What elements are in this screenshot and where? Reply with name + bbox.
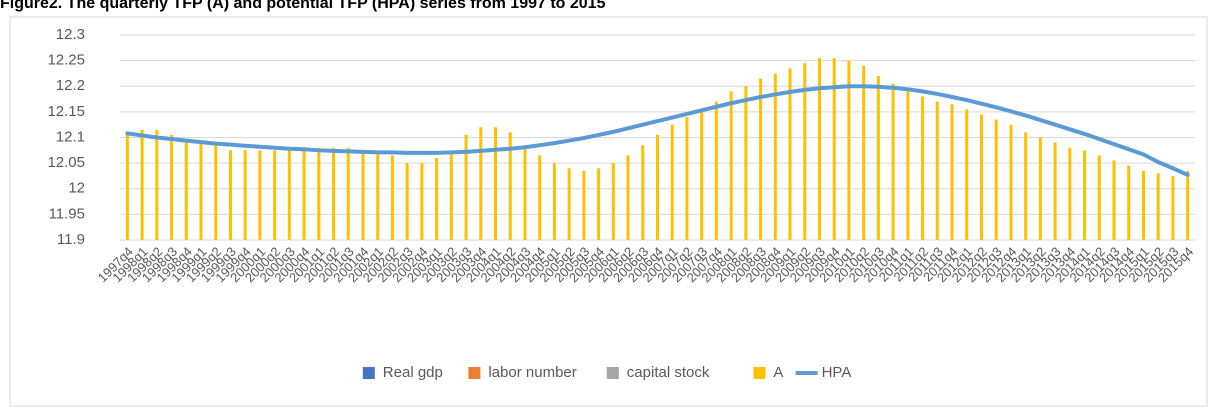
bar (611, 163, 615, 240)
bar (1068, 147, 1072, 240)
y-tick-label: 12.15 (47, 103, 85, 120)
bar (361, 150, 365, 240)
bar (597, 168, 601, 240)
bar (214, 145, 218, 240)
bar (965, 109, 969, 240)
bar (773, 73, 777, 240)
bar (1171, 175, 1175, 240)
bar (155, 129, 159, 240)
bar (170, 134, 174, 240)
legend-label: labor number (488, 364, 576, 381)
bar (921, 96, 925, 240)
bar (670, 124, 674, 240)
bar (332, 147, 336, 240)
bar (435, 158, 439, 240)
chart-title: Figure2. The quarterly TFP (A) and poten… (0, 0, 606, 12)
bar (641, 145, 645, 240)
legend-swatch (468, 367, 481, 379)
bar (479, 127, 483, 240)
y-tick-label: 12.2 (56, 77, 85, 94)
bar (935, 101, 939, 240)
bar (994, 119, 998, 240)
bar (876, 76, 880, 240)
bar (582, 170, 586, 240)
bar (714, 101, 718, 240)
bar (508, 132, 512, 240)
bar (1112, 160, 1116, 240)
bar (950, 104, 954, 240)
legend-label: capital stock (627, 364, 710, 381)
bar (1038, 137, 1042, 240)
bar (700, 109, 704, 240)
bar (817, 58, 821, 240)
bar (538, 155, 542, 240)
y-tick-label: 11.9 (57, 231, 85, 248)
legend-label: Real gdp (383, 364, 443, 381)
y-tick-label: 12 (68, 180, 85, 197)
bar (287, 150, 291, 240)
bar (803, 63, 807, 240)
bar (626, 155, 630, 240)
bar (862, 65, 866, 240)
bar (656, 134, 659, 240)
bar (1097, 155, 1101, 240)
bar (125, 132, 129, 240)
bar (376, 152, 380, 240)
legend-swatch (753, 367, 766, 379)
bar (847, 60, 851, 240)
bar (906, 91, 910, 240)
bar (1024, 132, 1028, 240)
bar (1127, 165, 1131, 240)
bar (140, 129, 144, 240)
y-tick-label: 12.05 (47, 154, 85, 171)
legend-label: A (773, 364, 783, 381)
bar (567, 168, 571, 240)
y-tick-label: 11.95 (49, 205, 85, 222)
bar (1141, 170, 1145, 240)
bar (891, 83, 895, 240)
bar (1053, 142, 1057, 240)
bar (788, 68, 792, 240)
bar (1083, 150, 1087, 240)
bar (228, 150, 232, 240)
bar (729, 91, 733, 240)
bar (390, 155, 394, 240)
bar (420, 163, 424, 240)
y-tick-label: 12.3 (56, 26, 85, 43)
bar (302, 150, 306, 240)
bar (258, 150, 262, 240)
bar (685, 117, 689, 240)
bar (464, 134, 468, 240)
bar (346, 147, 350, 240)
bar (273, 150, 277, 240)
legend-label: HPA (822, 364, 852, 381)
bar (759, 78, 763, 240)
bar (405, 163, 409, 240)
bar (494, 127, 498, 240)
bar (832, 58, 836, 240)
bar (243, 150, 247, 240)
legend-swatch (606, 367, 619, 379)
y-tick-label: 12.1 (56, 128, 85, 145)
bar (317, 147, 321, 240)
bar (199, 142, 203, 240)
bar (744, 86, 748, 240)
line (125, 84, 1190, 177)
bar (1009, 124, 1013, 240)
bar (1186, 170, 1190, 240)
legend-swatch (362, 367, 375, 379)
chart-frame (9, 16, 1208, 407)
bar (979, 114, 983, 240)
bar (449, 152, 453, 240)
y-tick-label: 12.25 (47, 52, 85, 69)
bar (1156, 173, 1160, 240)
bar (523, 147, 527, 240)
bar (184, 140, 188, 240)
bar (552, 163, 556, 240)
